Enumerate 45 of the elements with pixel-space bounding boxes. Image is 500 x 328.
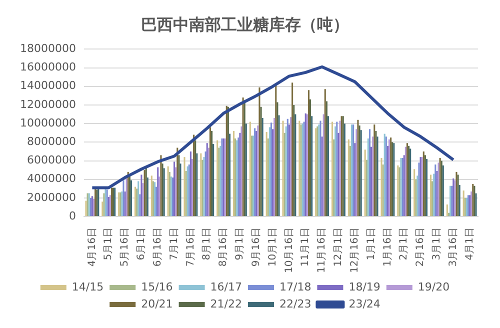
y-tick-label: 4000000 [26,172,76,186]
chart-title: 巴西中南部工业糖库存（吨） [141,14,349,34]
legend-label: 14/15 [72,280,104,294]
legend-label: 20/21 [141,297,173,310]
x-tick-label: 6月1日 [136,228,148,260]
x-tick-label: 1月1日 [366,228,377,260]
x-tick-label: 6月16日 [152,228,164,267]
legend-label: 16/17 [210,280,242,294]
y-tick-label: 0 [68,209,76,222]
x-tick-label: 9月16日 [250,228,262,267]
x-tick-label: 9月1日 [234,228,246,260]
x-tick-label: 7月16日 [185,228,196,267]
x-tick-label: 2月16日 [415,228,426,267]
y-tick-label: 2000000 [26,190,76,204]
y-tick-label: 8000000 [26,135,76,148]
x-tick-label: 10月16日 [284,228,295,274]
x-tick-label: 4月1日 [464,228,476,260]
x-tick-label: 12月1日 [333,228,344,267]
legend-label: 21/22 [210,297,242,310]
x-tick-label: 10月1日 [267,228,278,267]
legend-label: 17/18 [280,280,312,294]
legend-label: 19/20 [418,280,450,294]
legend-label: 23/24 [348,297,380,310]
x-tick-label: 3月16日 [448,228,459,267]
x-tick-label: 7月1日 [168,228,180,260]
x-tick-label: 5月16日 [120,228,131,267]
y-tick-label: 16000000 [20,60,76,74]
y-tick-label: 6000000 [26,154,76,167]
y-tick-label: 12000000 [20,98,76,111]
x-tick-label: 3月1日 [432,228,443,260]
x-tick-label: 8月1日 [202,228,213,260]
y-tick-label: 14000000 [20,79,76,92]
x-tick-label: 5月1日 [103,228,114,260]
y-tick-label: 10000000 [20,116,76,130]
legend-label: 22/23 [280,297,312,310]
x-tick-label: 11月1日 [300,228,312,267]
y-tick-label: 18000000 [20,42,76,56]
x-tick-label: 12月16日 [349,228,360,274]
x-tick-label: 1月16日 [382,228,394,267]
legend-label: 15/16 [141,280,173,294]
x-tick-label: 2月1日 [398,228,410,260]
legend-label: 18/19 [348,280,380,294]
x-tick-label: 11月16日 [316,228,328,274]
x-tick-label: 8月16日 [218,228,230,267]
x-tick-label: 4月16日 [86,228,98,267]
